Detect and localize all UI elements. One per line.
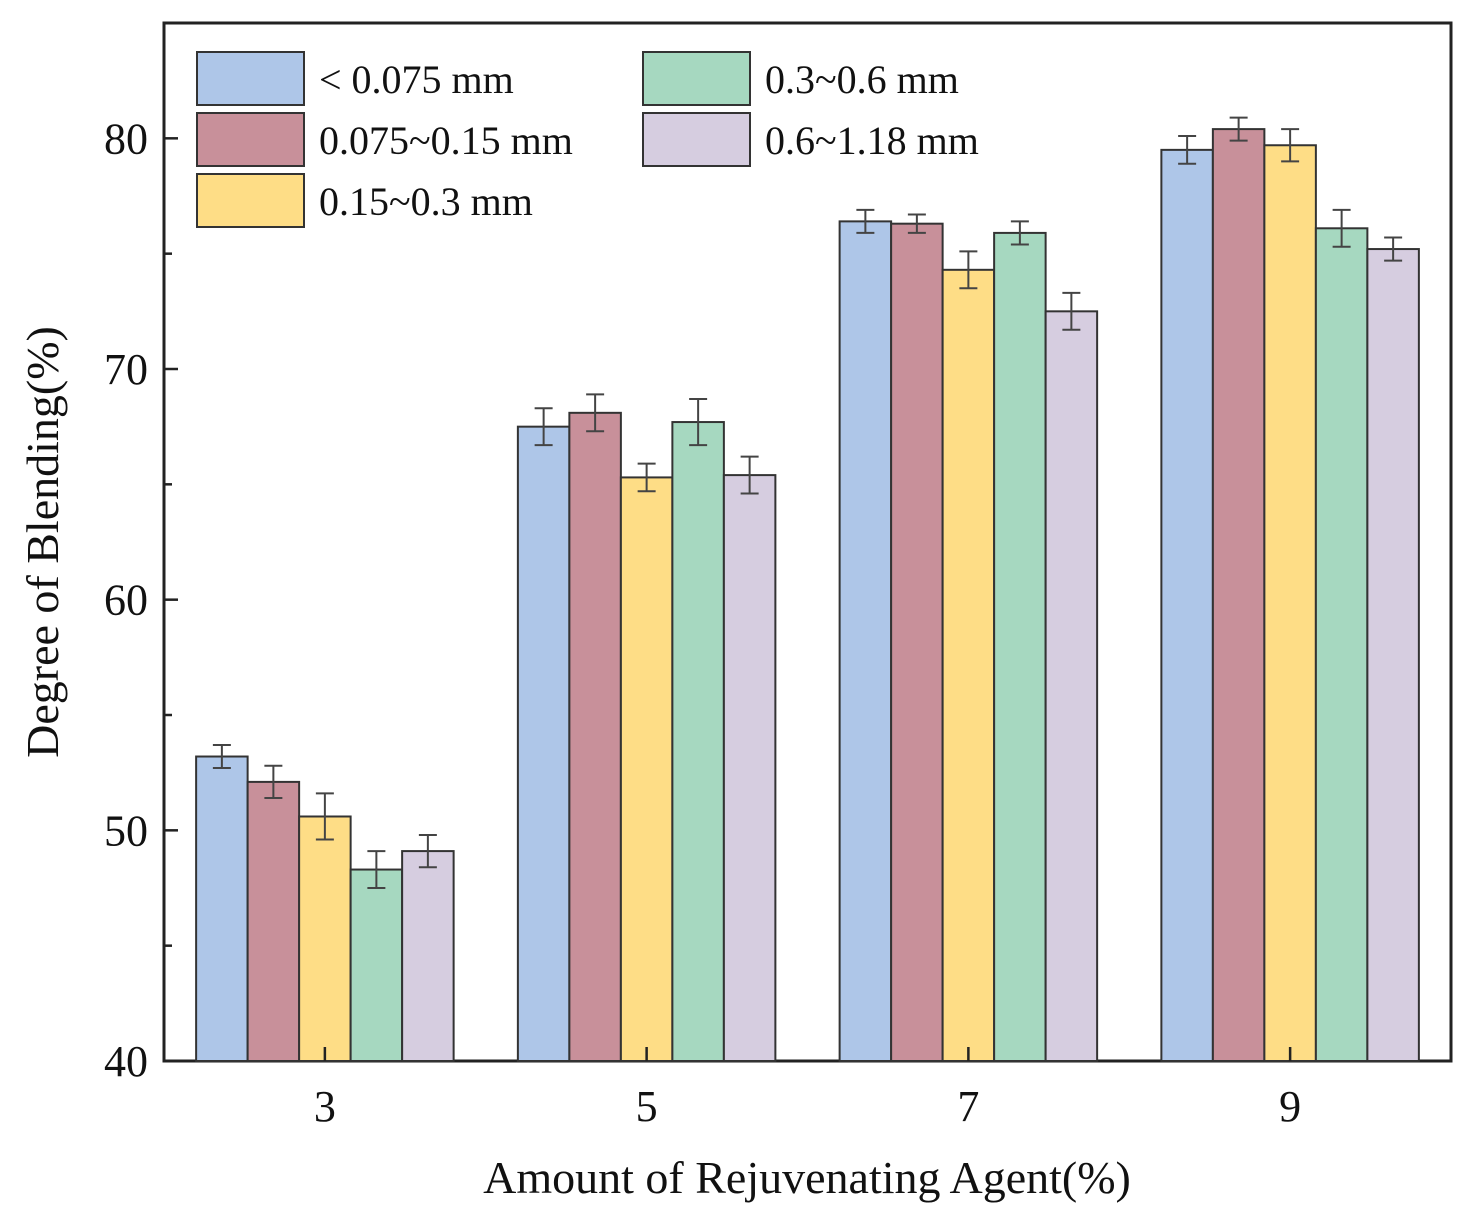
bar xyxy=(619,476,674,1062)
bar xyxy=(838,220,893,1062)
bar xyxy=(1211,128,1266,1062)
bar xyxy=(246,780,301,1062)
bar xyxy=(1263,144,1317,1062)
bar xyxy=(401,850,455,1062)
legend-label: < 0.075 mm xyxy=(319,57,514,102)
bar xyxy=(890,222,944,1062)
bar xyxy=(993,231,1047,1062)
legend-label: 0.6~1.18 mm xyxy=(765,118,979,163)
x-tick-label: 7 xyxy=(957,1082,979,1131)
legend-swatch xyxy=(196,51,305,106)
legend-swatch xyxy=(642,112,751,167)
x-tick-label: 5 xyxy=(636,1082,658,1131)
y-tick-label: 80 xyxy=(104,114,148,163)
x-axis-title: Amount of Rejuvenating Agent(%) xyxy=(483,1152,1131,1203)
bar xyxy=(1044,310,1099,1063)
legend-label: 0.075~0.15 mm xyxy=(319,118,573,163)
bar xyxy=(568,411,622,1062)
bar xyxy=(516,425,571,1062)
bar xyxy=(722,474,777,1062)
bar xyxy=(349,868,404,1063)
plot-frame xyxy=(162,21,1453,1063)
bar xyxy=(1366,248,1420,1062)
legend-swatch xyxy=(196,112,305,167)
legend-label: 0.3~0.6 mm xyxy=(765,57,959,102)
bar xyxy=(195,755,249,1063)
x-tick-label: 9 xyxy=(1279,1082,1301,1131)
y-tick-label: 50 xyxy=(104,806,148,855)
legend-label: 0.15~0.3 mm xyxy=(319,179,533,224)
bars-layer xyxy=(195,116,1420,1063)
bar xyxy=(1314,227,1369,1062)
legend: < 0.075 mm 0.075~0.15 mm 0.15~0.3 mm 0.3~0.… xyxy=(196,51,979,228)
legend-swatch xyxy=(196,173,305,228)
y-tick-label: 40 xyxy=(104,1037,148,1086)
bar xyxy=(1160,148,1214,1063)
bar xyxy=(671,421,725,1062)
legend-swatch xyxy=(642,51,751,106)
y-tick-label: 70 xyxy=(104,345,148,394)
axes: 40 50 60 70 80 3 5 7 9 xyxy=(104,21,1301,1131)
x-tick-label: 3 xyxy=(314,1082,336,1131)
y-tick-label: 60 xyxy=(104,576,148,625)
y-axis-title: Degree of Blending(%) xyxy=(17,326,68,758)
bar xyxy=(298,815,352,1063)
bar xyxy=(941,268,996,1062)
